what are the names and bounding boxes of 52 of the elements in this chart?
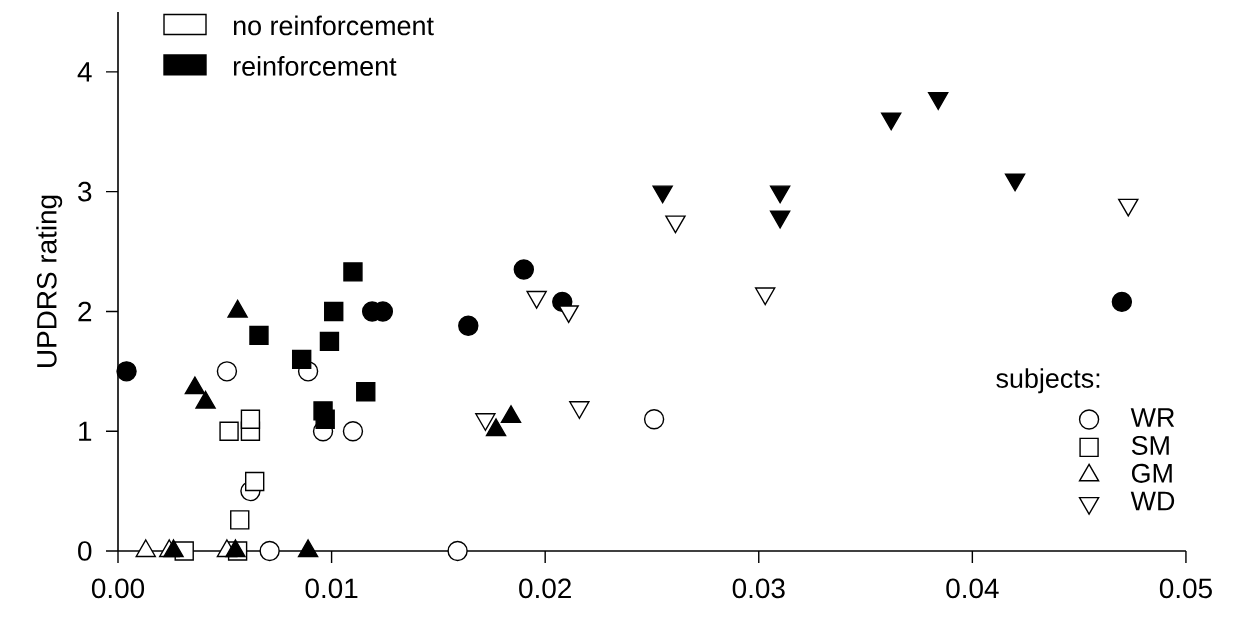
point bbox=[315, 409, 335, 429]
point bbox=[458, 315, 479, 337]
point bbox=[230, 510, 250, 530]
point bbox=[526, 290, 547, 309]
x-tick-label: 0.03 bbox=[732, 578, 785, 599]
point bbox=[291, 349, 312, 370]
point bbox=[643, 409, 665, 430]
y-tick-label: 1 bbox=[79, 421, 92, 441]
x-tick-label: 0.01 bbox=[305, 578, 358, 599]
y-axis-title: UPDRS rating bbox=[36, 195, 63, 367]
point bbox=[297, 539, 319, 558]
y-tick-label: 4 bbox=[77, 62, 92, 82]
point bbox=[652, 185, 673, 204]
point bbox=[219, 421, 239, 441]
annotation: no reinforcement bbox=[233, 15, 434, 36]
point bbox=[163, 539, 184, 558]
point bbox=[1004, 173, 1026, 192]
point bbox=[216, 361, 238, 382]
legend-label: WD bbox=[1130, 491, 1175, 511]
legend-title: subjects: bbox=[996, 368, 1100, 394]
x-tick-label: 0.04 bbox=[946, 578, 999, 599]
point bbox=[343, 262, 363, 282]
point bbox=[1111, 291, 1133, 313]
point bbox=[880, 112, 902, 131]
annotation: reinforcement bbox=[233, 56, 397, 76]
point bbox=[927, 92, 949, 110]
x-tick-label: 0.05 bbox=[1159, 578, 1212, 599]
y-tick-label: 3 bbox=[78, 181, 92, 202]
point bbox=[665, 215, 686, 234]
legend-label: SM bbox=[1131, 435, 1169, 455]
point bbox=[249, 325, 269, 346]
legend-label: GM bbox=[1131, 463, 1172, 483]
y-tick-label: 2 bbox=[78, 301, 92, 322]
y-tick-label: 0 bbox=[78, 541, 92, 561]
x-tick-label: 0.00 bbox=[91, 578, 145, 599]
point bbox=[135, 539, 156, 558]
point bbox=[513, 259, 535, 280]
point bbox=[769, 185, 791, 204]
point bbox=[754, 287, 776, 306]
point bbox=[1118, 198, 1139, 217]
point bbox=[769, 210, 791, 229]
point bbox=[116, 361, 137, 382]
point bbox=[240, 409, 261, 429]
point bbox=[342, 421, 364, 442]
point bbox=[245, 471, 265, 492]
point bbox=[259, 540, 280, 562]
point bbox=[319, 331, 340, 352]
point bbox=[324, 301, 344, 322]
legend-label: WR bbox=[1130, 408, 1175, 427]
x-tick-label: 0.02 bbox=[519, 578, 571, 599]
point bbox=[447, 540, 468, 562]
point bbox=[356, 382, 376, 402]
